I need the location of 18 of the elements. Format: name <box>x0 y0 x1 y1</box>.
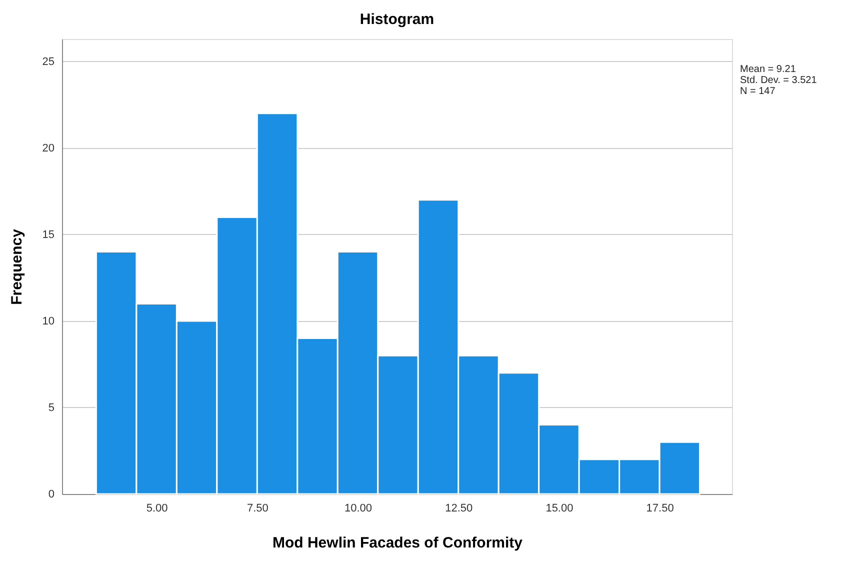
y-tick-label: 20 <box>42 142 54 154</box>
x-tick-label: 17.50 <box>646 502 674 514</box>
text: N = 147 <box>740 86 776 97</box>
chart-title: Histogram <box>360 11 434 28</box>
x-tick-label: 12.50 <box>445 502 473 514</box>
y-axis-title: Frequency <box>8 228 26 305</box>
x-tick-label: 7.50 <box>246 502 268 514</box>
x-tick-label: 5.00 <box>146 502 168 514</box>
y-tick-label: 5 <box>48 402 54 414</box>
x-axis-title: Mod Hewlin Facades of Conformity <box>272 534 524 552</box>
text: Mean = 9.21 <box>740 64 796 75</box>
y-tick-label: 0 <box>48 488 54 500</box>
text: Std. Dev. = 3.521 <box>740 75 818 86</box>
x-tick-label: 10.00 <box>344 502 372 514</box>
y-tick-label: 25 <box>42 56 54 68</box>
x-tick-label: 15.00 <box>546 502 574 514</box>
y-tick-label: 10 <box>42 315 54 328</box>
y-tick-label: 15 <box>42 228 54 241</box>
